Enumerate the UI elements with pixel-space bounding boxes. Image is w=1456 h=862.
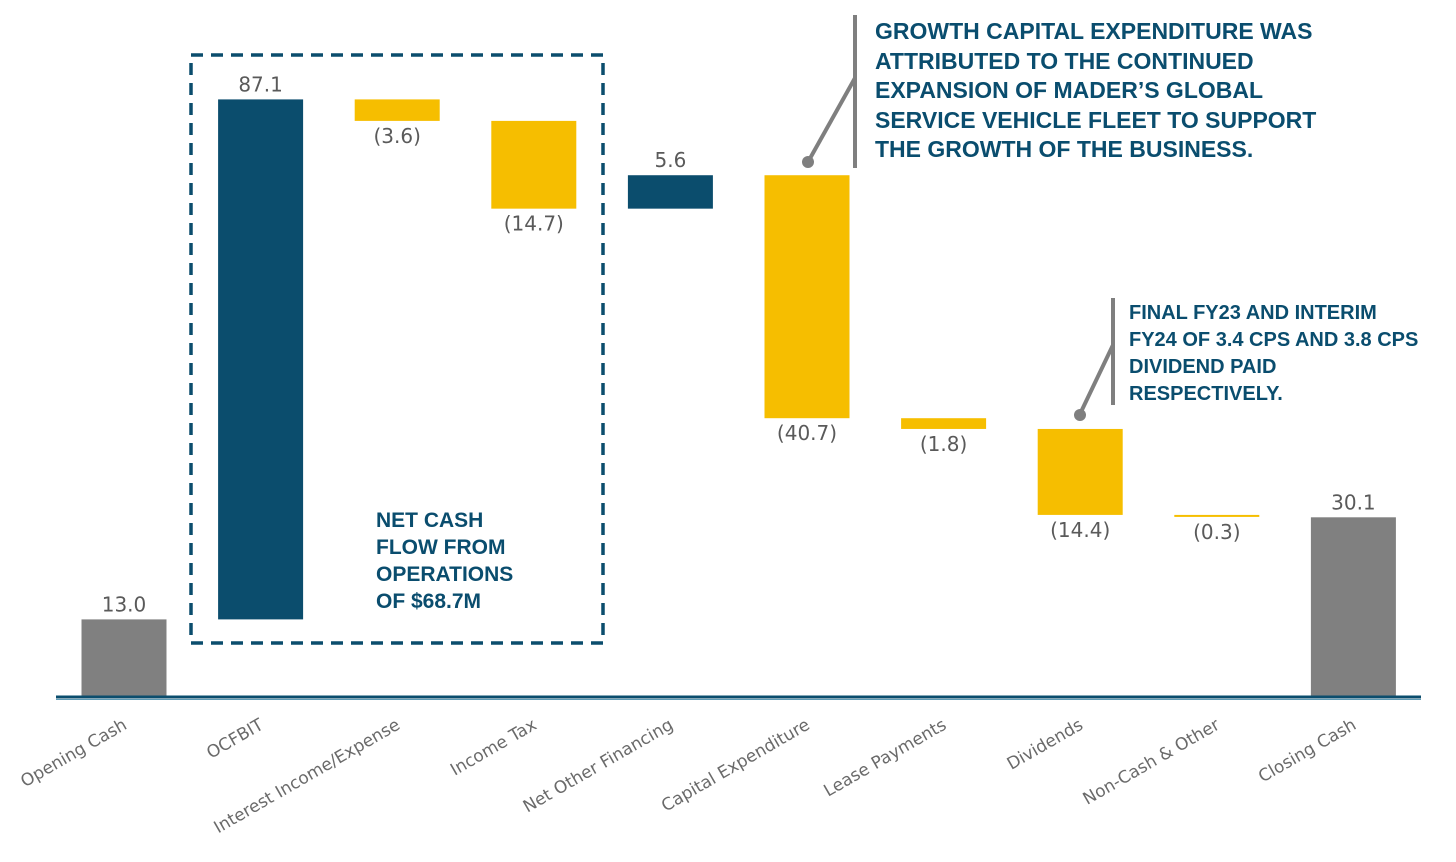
value-label: (1.8)	[920, 432, 967, 456]
value-label: (14.7)	[504, 212, 564, 236]
operations-note: NET CASH FLOW FROM OPERATIONS OF $68.7M	[376, 509, 519, 613]
value-label: 5.6	[654, 148, 686, 172]
value-label: 30.1	[1331, 490, 1376, 514]
bar-opening-cash	[81, 619, 167, 697]
category-label: Income Tax	[447, 715, 540, 780]
operations-dashed-box	[189, 53, 605, 645]
bar-dividends	[1037, 428, 1123, 515]
bar-non-cash-other	[1174, 514, 1260, 517]
bars	[81, 99, 1396, 697]
bar-net-other-financing	[627, 175, 713, 209]
bar-interest-income-expense	[354, 99, 440, 121]
category-label: Dividends	[1004, 715, 1087, 775]
dividend-callout	[1074, 298, 1115, 421]
callout-dot	[1074, 409, 1086, 421]
value-labels: 13.0 87.1 (3.6) (14.7) 5.6 (40.7) (1.8) (14.4) (…	[102, 72, 1376, 616]
value-label: (0.3)	[1193, 520, 1240, 544]
bar-income-tax	[491, 120, 577, 209]
category-label: Lease Payments	[821, 715, 951, 801]
bar-capital-expenditure	[764, 175, 850, 419]
bar-ocfbit	[218, 99, 304, 620]
callout-dot	[802, 156, 814, 168]
category-label: OCFBIT	[203, 715, 267, 764]
dividend-note: FINAL FY23 AND INTERIM FY24 OF 3.4 CPS A…	[1129, 302, 1424, 405]
bar-lease-payments	[901, 418, 987, 429]
value-label: (14.4)	[1050, 518, 1110, 542]
category-label: Capital Expenditure	[658, 715, 813, 816]
value-label: (40.7)	[777, 421, 837, 445]
category-label: Non-Cash & Other	[1080, 715, 1224, 809]
capex-callout	[802, 15, 857, 168]
value-label: (3.6)	[373, 124, 420, 148]
category-label: Closing Cash	[1255, 715, 1360, 787]
value-label: 87.1	[238, 72, 283, 96]
category-label: Opening Cash	[17, 715, 130, 792]
value-label: 13.0	[102, 592, 147, 616]
bar-closing-cash	[1310, 517, 1396, 697]
category-label: Net Other Financing	[520, 715, 677, 817]
capex-note: GROWTH CAPITAL EXPENDITURE WAS ATTRIBUTE…	[875, 18, 1323, 162]
